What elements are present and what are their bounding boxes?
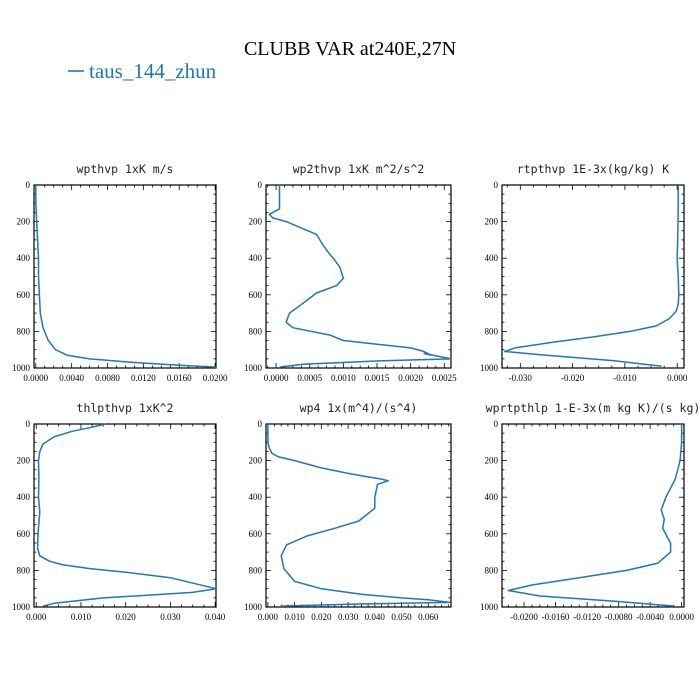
y-tick-label: 200 [249, 217, 263, 227]
x-tick-label: 0.050 [391, 612, 412, 622]
plot-frame [501, 184, 685, 369]
x-tick-label: 0.020 [116, 612, 137, 622]
x-tick-label: 0.0025 [432, 373, 457, 383]
x-tick-label: -0.0200 [510, 612, 538, 622]
y-tick-label: 0 [26, 180, 31, 190]
y-tick-label: 600 [485, 290, 499, 300]
plot-frame [265, 184, 452, 369]
x-tick-label: 0.0200 [203, 373, 228, 383]
plot-frame [501, 423, 685, 608]
y-tick-label: 1000 [480, 602, 499, 612]
legend-label: taus_144_zhun [89, 59, 217, 83]
y-tick-label: 800 [17, 326, 31, 336]
x-tick-label: 0.060 [418, 612, 439, 622]
y-tick-label: 600 [17, 290, 31, 300]
y-tick-label: 0 [258, 419, 263, 429]
panel-title: wp2thvp 1xK m^2/s^2 [293, 162, 425, 176]
x-tick-label: 0.010 [71, 612, 92, 622]
x-tick-label: 0.0020 [398, 373, 423, 383]
x-tick-label: 0.000 [258, 612, 279, 622]
series-line [507, 424, 683, 607]
x-tick-label: 0.000 [26, 612, 47, 622]
x-tick-label: 0.0015 [365, 373, 390, 383]
series-line [503, 185, 680, 367]
plot-frame [33, 184, 217, 369]
y-tick-label: 400 [249, 492, 263, 502]
series-line [36, 423, 217, 607]
figure-legend: taus_144_zhun [68, 59, 217, 83]
y-tick-label: 800 [249, 326, 263, 336]
y-tick-label: 0 [26, 419, 31, 429]
x-tick-label: 0.0005 [297, 373, 322, 383]
y-tick-label: 1000 [244, 602, 263, 612]
y-tick-label: 600 [17, 529, 31, 539]
y-tick-label: 1000 [12, 363, 31, 373]
panel-title: thlpthvp 1xK^2 [77, 401, 174, 415]
panel-title: wpthvp 1xK m/s [77, 162, 174, 176]
y-tick-label: 1000 [12, 602, 31, 612]
panel-title: wprtpthlp 1-E-3x(m kg K)/(s kg) [486, 401, 700, 415]
x-tick-label: 0.0000 [669, 612, 694, 622]
x-tick-label: -0.030 [509, 373, 533, 383]
series-line [35, 185, 217, 368]
y-tick-label: 600 [485, 529, 499, 539]
x-tick-label: 0.0120 [131, 373, 156, 383]
panel-title: wp4 1x(m^4)/(s^4) [300, 401, 418, 415]
x-tick-label: 0.010 [284, 612, 305, 622]
y-tick-label: 200 [485, 217, 499, 227]
x-tick-label: -0.020 [561, 373, 585, 383]
y-tick-label: 400 [485, 492, 499, 502]
x-tick-label: 0.0010 [331, 373, 356, 383]
series-line [268, 185, 452, 368]
plot-panel-3: rtpthvp 1E-3x(kg/kg) K02004006008001000-… [480, 162, 688, 383]
x-tick-label: 0.030 [160, 612, 181, 622]
x-tick-label: -0.0080 [605, 612, 633, 622]
y-tick-label: 800 [17, 565, 31, 575]
y-tick-label: 200 [485, 456, 499, 466]
x-tick-label: 0.040 [365, 612, 386, 622]
y-tick-label: 600 [249, 290, 263, 300]
y-tick-label: 800 [485, 565, 499, 575]
plot-panel-6: wprtpthlp 1-E-3x(m kg K)/(s kg) 0 200 400 60… [480, 401, 700, 622]
y-tick-label: 1000 [480, 363, 499, 373]
y-tick-label: 800 [485, 326, 499, 336]
x-tick-label: 0.040 [205, 612, 226, 622]
panel-title: rtpthvp 1E-3x(kg/kg) K [517, 162, 669, 176]
x-tick-label: -0.010 [613, 373, 637, 383]
x-tick-label: 0.0160 [167, 373, 192, 383]
y-tick-label: 200 [249, 456, 263, 466]
y-tick-label: 200 [17, 217, 31, 227]
x-tick-label: 0.020 [311, 612, 332, 622]
figure-title: CLUBB VAR at240E,27N [244, 38, 456, 60]
x-tick-label: -0.0040 [636, 612, 664, 622]
y-tick-label: 1000 [244, 363, 263, 373]
x-tick-label: 0.0000 [23, 373, 48, 383]
x-tick-label: 0.0080 [95, 373, 120, 383]
x-tick-label: -0.0160 [542, 612, 570, 622]
y-tick-label: 400 [17, 492, 31, 502]
y-tick-label: 200 [17, 456, 31, 466]
y-tick-label: 0 [258, 180, 263, 190]
x-tick-label: 0.030 [338, 612, 359, 622]
x-tick-label: 0.000 [667, 373, 688, 383]
y-tick-label: 0 [494, 419, 499, 429]
y-tick-label: 600 [249, 529, 263, 539]
x-tick-label: 0.0000 [264, 373, 289, 383]
x-tick-label: 0.0040 [59, 373, 84, 383]
y-tick-label: 0 [494, 180, 499, 190]
y-tick-label: 400 [249, 253, 263, 263]
x-tick-label: -0.0120 [573, 612, 601, 622]
y-tick-label: 400 [17, 253, 31, 263]
series-line [267, 424, 451, 607]
y-tick-label: 800 [249, 565, 263, 575]
plot-panel-2: wp2thvp 1xK m^2/s^2020040060080010000.00… [244, 162, 457, 383]
plot-frame [33, 423, 217, 608]
y-tick-label: 400 [485, 253, 499, 263]
